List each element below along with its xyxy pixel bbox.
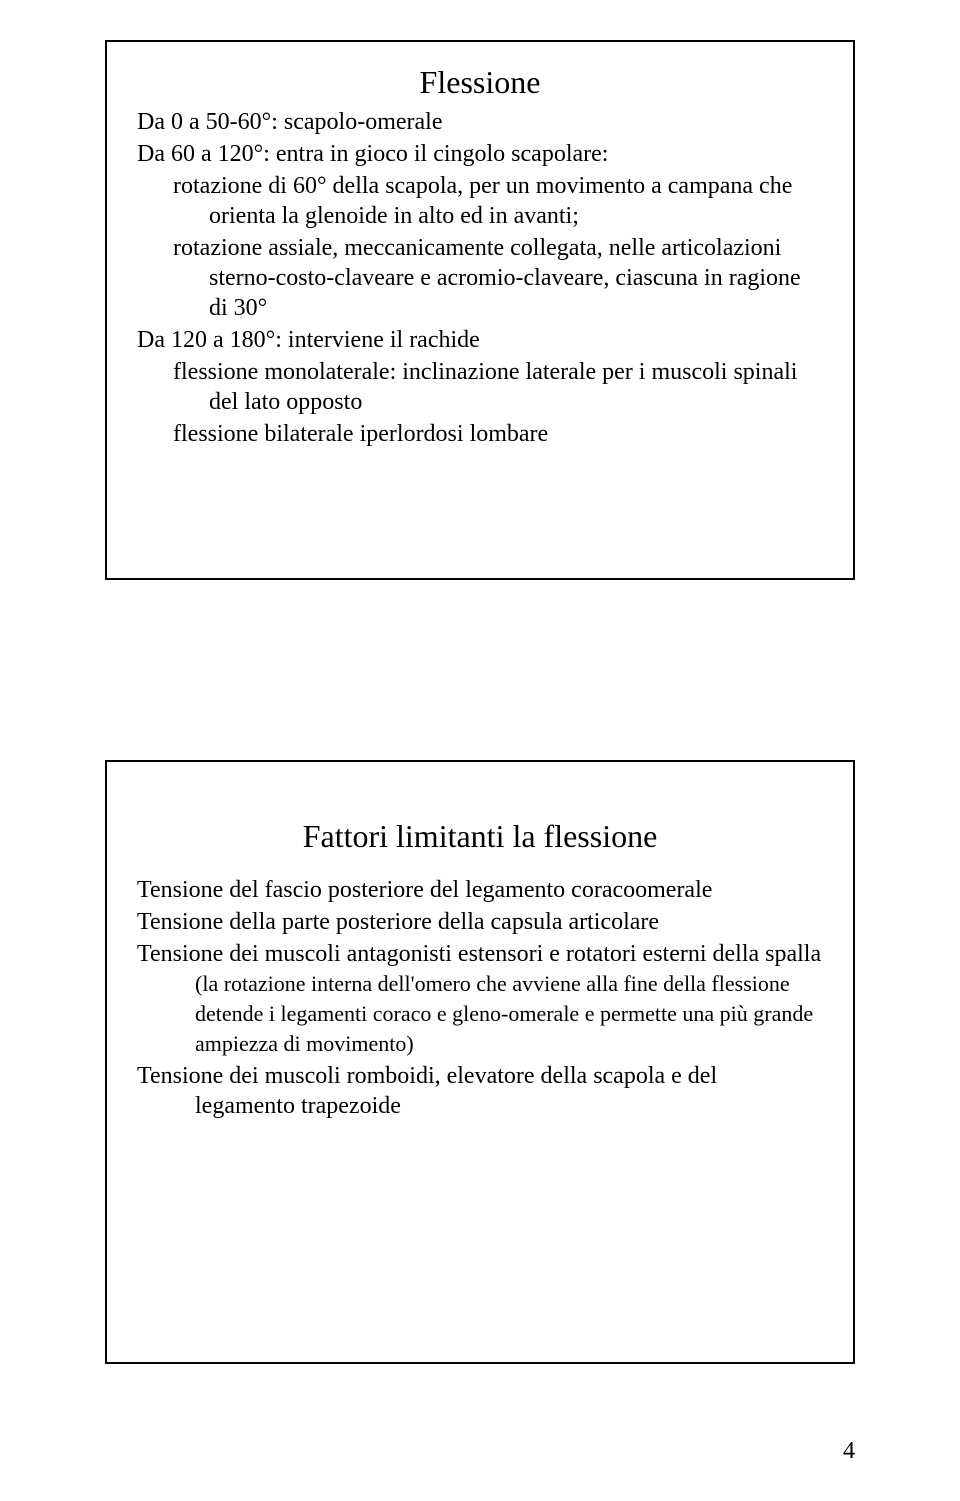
slide-box-fattori: Fattori limitanti la flessione Tensione …: [105, 760, 855, 1364]
paragraph: Da 60 a 120°: entra in gioco il cingolo …: [137, 139, 823, 169]
slide-title: Fattori limitanti la flessione: [137, 818, 823, 855]
sub-paragraph: rotazione di 60° della scapola, per un m…: [137, 171, 823, 231]
paragraph: Da 120 a 180°: interviene il rachide: [137, 325, 823, 355]
list-item: Tensione dei muscoli romboidi, elevatore…: [137, 1061, 823, 1121]
slide-box-flessione: Flessione Da 0 a 50-60°: scapolo-omerale…: [105, 40, 855, 580]
page-number: 4: [843, 1438, 855, 1465]
list-item: Tensione dei muscoli antagonisti estenso…: [137, 939, 823, 1059]
list-item-text: Tensione dei muscoli antagonisti estenso…: [137, 941, 821, 967]
list-item-note: (la rotazione interna dell'omero che avv…: [195, 971, 813, 1056]
list-item: Tensione del fascio posteriore del legam…: [137, 875, 823, 905]
list-item: Tensione della parte posteriore della ca…: [137, 907, 823, 937]
sub-paragraph: flessione bilaterale iperlordosi lombare: [137, 419, 823, 449]
slide-body: Da 0 a 50-60°: scapolo-omerale Da 60 a 1…: [137, 107, 823, 449]
sub-paragraph: rotazione assiale, meccanicamente colleg…: [137, 233, 823, 323]
sub-paragraph: flessione monolaterale: inclinazione lat…: [137, 357, 823, 417]
page: Flessione Da 0 a 50-60°: scapolo-omerale…: [0, 0, 960, 1501]
slide-title: Flessione: [137, 64, 823, 101]
paragraph: Da 0 a 50-60°: scapolo-omerale: [137, 107, 823, 137]
slide-body: Tensione del fascio posteriore del legam…: [137, 875, 823, 1121]
